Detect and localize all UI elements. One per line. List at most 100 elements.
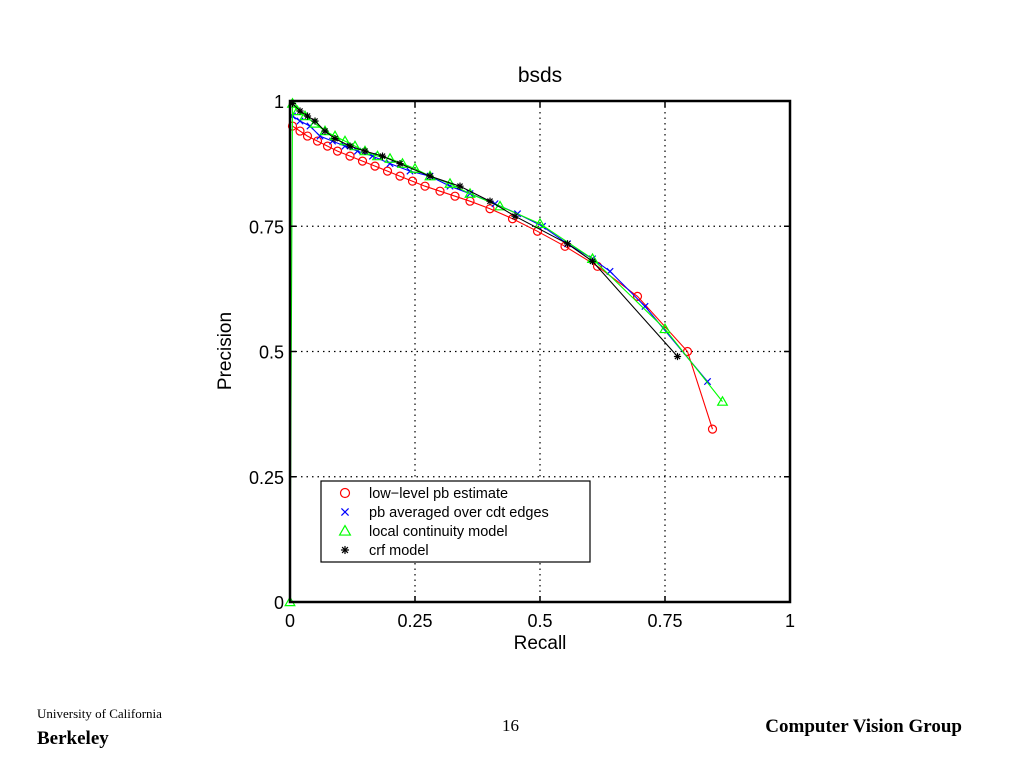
university-campus: Berkeley <box>37 728 109 749</box>
data-point-circle <box>395 171 405 181</box>
data-point-triangle <box>444 177 456 188</box>
university-name: University of California <box>37 706 162 721</box>
series-layer <box>284 97 729 607</box>
tick-labels: 0 0.25 0.5 0.75 1 0 0.25 0.5 0.75 1 <box>249 92 795 631</box>
marker-stroke <box>296 108 304 115</box>
data-point-asterisk <box>378 152 387 160</box>
data-point-circle <box>332 146 343 156</box>
marker-stroke <box>340 507 350 517</box>
data-point-x <box>386 160 394 168</box>
y-tick-label: 0 <box>274 593 284 613</box>
legend-item: pb averaged over cdt edges <box>340 505 549 521</box>
data-point-asterisk <box>340 545 350 555</box>
legend: low−level pb estimate pb averaged over cd… <box>320 480 591 563</box>
marker-stroke <box>296 117 304 125</box>
data-point-asterisk <box>426 172 434 180</box>
series-3 <box>288 99 682 361</box>
data-point-triangle <box>716 395 729 406</box>
data-point-triangle <box>659 322 671 334</box>
group-name: Computer Vision Group <box>765 716 962 737</box>
data-point-asterisk <box>486 197 494 205</box>
legend-label: low−level pb estimate <box>369 486 508 502</box>
data-point-asterisk <box>303 112 312 120</box>
series-line <box>292 103 678 357</box>
marker-stroke <box>703 377 712 386</box>
data-point-asterisk <box>456 182 464 190</box>
legend-item: low−level pb estimate <box>339 486 508 502</box>
data-point-asterisk <box>321 127 329 135</box>
data-point-asterisk <box>673 352 682 361</box>
legend-label: crf model <box>369 543 429 559</box>
marker-stroke <box>321 128 329 135</box>
marker-stroke <box>396 160 404 167</box>
data-point-circle <box>407 176 418 186</box>
data-point-circle <box>450 191 460 201</box>
data-point-circle <box>345 151 355 161</box>
data-point-circle <box>339 487 351 499</box>
page-number: 16 <box>502 716 519 735</box>
marker-stroke <box>311 118 319 125</box>
data-point-asterisk <box>588 257 597 265</box>
legend-item: local continuity model <box>338 524 508 540</box>
data-point-triangle <box>339 135 351 146</box>
data-point-circle <box>370 161 380 171</box>
marker-stroke <box>316 132 324 140</box>
x-axis-label: Recall <box>514 633 567 654</box>
y-tick-label: 0.5 <box>259 343 284 363</box>
legend-box <box>320 480 591 563</box>
marker-stroke <box>538 222 547 230</box>
data-point-circle <box>382 166 393 176</box>
data-point-circle <box>707 424 718 434</box>
data-point-triangle <box>464 187 476 198</box>
data-point-triangle <box>338 524 352 536</box>
marker-stroke <box>379 153 386 160</box>
marker-stroke <box>456 183 464 190</box>
x-tick-label: 0.25 <box>397 611 432 631</box>
data-point-asterisk <box>396 160 404 168</box>
marker-stroke <box>564 240 571 247</box>
legend-label: pb averaged over cdt edges <box>369 505 549 521</box>
marker-stroke <box>589 258 596 265</box>
series-line <box>292 115 708 382</box>
data-point-triangle <box>534 217 546 228</box>
marker-stroke <box>361 148 369 155</box>
data-point-circle <box>312 136 323 146</box>
marker-stroke <box>341 546 349 554</box>
legend-label: local continuity model <box>369 524 508 540</box>
data-point-asterisk <box>563 240 572 248</box>
x-tick-label: 0.5 <box>527 611 552 631</box>
data-point-x <box>641 302 649 311</box>
y-axis-label: Precision <box>215 312 236 390</box>
y-tick-label: 0.75 <box>249 217 284 237</box>
x-tick-label: 1 <box>785 611 795 631</box>
y-tick-label: 1 <box>274 92 284 112</box>
marker-stroke <box>304 113 311 120</box>
marker-stroke <box>426 173 434 180</box>
data-point-asterisk <box>361 147 369 155</box>
legend-item: crf model <box>340 543 429 559</box>
marker-stroke <box>511 213 519 220</box>
data-point-circle <box>420 181 430 191</box>
marker-stroke <box>674 353 681 360</box>
x-tick-label: 0.75 <box>647 611 682 631</box>
data-point-asterisk <box>346 142 354 150</box>
marker-stroke <box>486 198 494 205</box>
data-point-circle <box>322 141 333 151</box>
data-point-circle <box>632 291 643 301</box>
data-point-x <box>316 132 324 140</box>
series-line <box>292 125 714 430</box>
x-tick-label: 0 <box>285 611 295 631</box>
data-point-asterisk <box>331 134 339 143</box>
data-point-triangle <box>409 162 421 173</box>
data-point-circle <box>295 126 305 136</box>
data-point-circle <box>435 186 445 196</box>
data-point-x <box>340 507 350 517</box>
series-0 <box>287 121 718 434</box>
data-point-circle <box>302 131 313 141</box>
data-point-x <box>296 117 304 125</box>
data-point-asterisk <box>511 212 519 220</box>
data-point-circle <box>357 156 368 166</box>
data-point-asterisk <box>296 107 304 115</box>
chart-title: bsds <box>518 64 562 87</box>
